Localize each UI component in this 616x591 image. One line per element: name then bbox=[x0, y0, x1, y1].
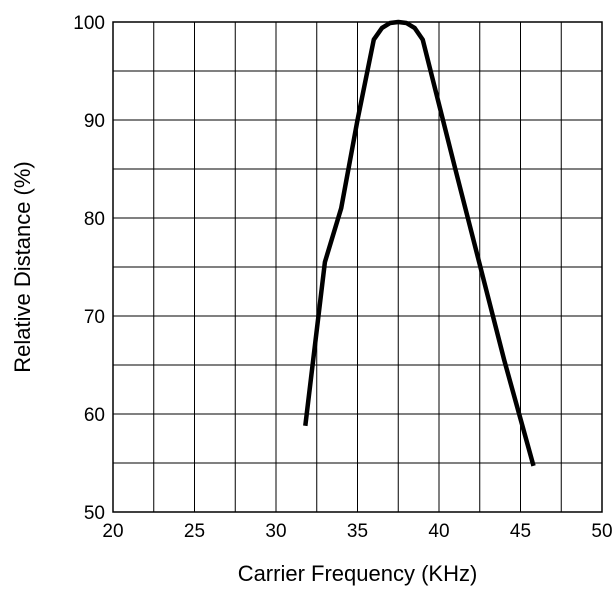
y-tick-label: 80 bbox=[84, 209, 105, 230]
x-tick-label: 30 bbox=[265, 521, 286, 542]
x-tick-label: 20 bbox=[102, 521, 123, 542]
y-tick-label: 50 bbox=[84, 503, 105, 524]
x-tick-label: 45 bbox=[510, 521, 531, 542]
plot-frame bbox=[112, 21, 603, 513]
y-tick-label: 100 bbox=[73, 13, 105, 34]
y-tick-label: 60 bbox=[84, 405, 105, 426]
x-tick-label: 50 bbox=[591, 521, 612, 542]
y-tick-label: 70 bbox=[84, 307, 105, 328]
x-axis-label: Carrier Frequency (KHz) bbox=[238, 561, 478, 586]
y-axis-label: Relative Distance (%) bbox=[10, 161, 35, 373]
x-tick-label: 25 bbox=[184, 521, 205, 542]
y-tick-label: 90 bbox=[84, 111, 105, 132]
tick-labels: 20 25 30 35 40 45 50 50 60 70 80 90 100 bbox=[73, 13, 612, 542]
grid bbox=[112, 21, 603, 513]
x-tick-label: 40 bbox=[428, 521, 449, 542]
series-layer bbox=[303, 19, 536, 467]
x-tick-label: 35 bbox=[347, 521, 368, 542]
series-line bbox=[303, 19, 536, 467]
